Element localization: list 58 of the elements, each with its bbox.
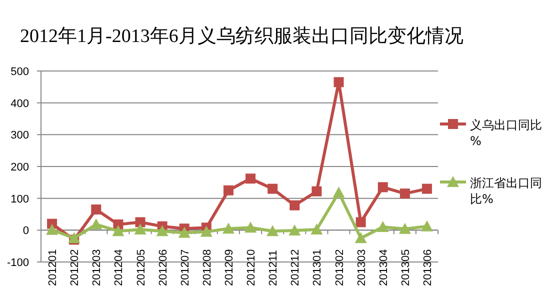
x-tick-label: 201210 (246, 249, 258, 286)
point (222, 222, 234, 234)
y-tick-label: 400 (10, 98, 29, 110)
point (90, 218, 102, 230)
y-tick-label: 100 (10, 193, 29, 206)
x-tick-label: 201305 (400, 249, 412, 286)
x-tick-label: 201211 (268, 250, 280, 286)
x-tick-label: 201303 (356, 249, 368, 286)
point (135, 217, 146, 228)
x-tick-label: 201206 (157, 249, 170, 286)
x-tick-label: 201306 (422, 249, 434, 286)
point (332, 186, 345, 198)
x-tick-label: 201203 (91, 249, 104, 286)
point (178, 226, 190, 238)
legend-label: 浙江省出口同比% (470, 176, 542, 206)
point (310, 224, 323, 235)
point (422, 184, 432, 194)
point (400, 188, 410, 199)
point (420, 220, 433, 232)
x-tick-label: 201202 (69, 249, 82, 286)
x-tick-label: 201207 (179, 249, 192, 286)
point (200, 226, 212, 237)
y-tick-label: 0 (22, 225, 29, 238)
point (334, 77, 344, 88)
point (223, 185, 234, 196)
point (266, 225, 279, 236)
point (156, 225, 168, 236)
point (46, 224, 58, 235)
legend-label: 义乌出口同比% (470, 118, 542, 148)
chart-title: 2012年1月-2013年6月义乌纺织服装出口同比变化情况 (20, 25, 464, 47)
point (244, 222, 257, 233)
point (268, 184, 278, 194)
x-tick-label: 201209 (223, 249, 236, 286)
x-tick-label: 201301 (312, 249, 324, 286)
y-tick-label: -100 (6, 257, 29, 269)
point (112, 225, 124, 236)
x-tick-label: 201201 (47, 249, 60, 286)
x-tick-label: 201212 (290, 249, 302, 286)
point (290, 200, 300, 210)
x-tick-label: 201204 (113, 249, 126, 286)
point (312, 186, 322, 196)
y-tick-label: 200 (10, 162, 29, 174)
point (134, 224, 146, 235)
point (68, 232, 80, 244)
point (91, 204, 102, 214)
point (376, 220, 389, 232)
x-tick-label: 201302 (334, 249, 346, 286)
x-tick-label: 201205 (135, 249, 148, 286)
point (246, 174, 256, 184)
y-tick-label: 300 (10, 130, 29, 142)
point (354, 232, 367, 244)
point (288, 224, 301, 236)
x-tick-label: 201304 (378, 249, 390, 286)
x-tick-label: 201208 (201, 249, 214, 286)
point (356, 217, 366, 228)
point (378, 182, 388, 192)
y-tick-label: 500 (10, 66, 29, 78)
point (398, 222, 411, 234)
